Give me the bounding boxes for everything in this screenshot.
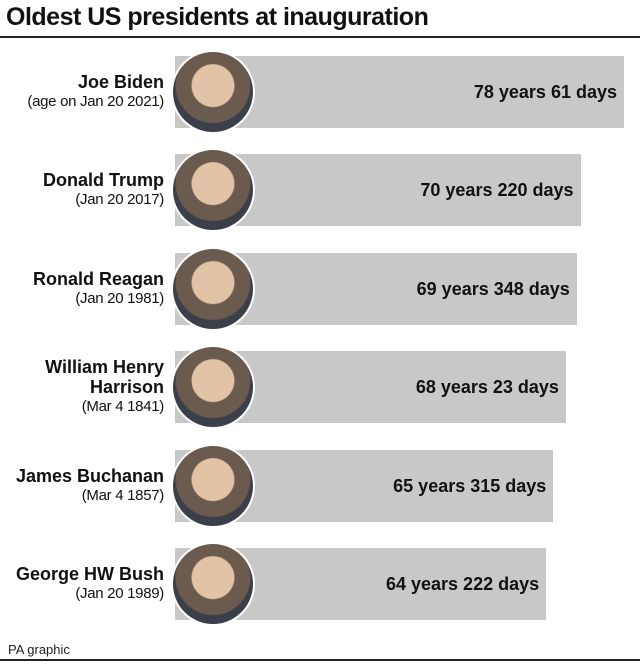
footer-rule <box>0 659 640 661</box>
president-name: Donald Trump <box>43 170 164 191</box>
president-name: George HW Bush <box>15 564 164 584</box>
value-label: 68 years 23 days <box>415 377 559 398</box>
inauguration-date: (age on Jan 20 2021) <box>27 93 164 110</box>
category-label: James Buchanan (Mar 4 1857) <box>0 466 164 506</box>
value-label: 65 years 315 days <box>393 475 547 496</box>
value-label: 70 years 220 days <box>420 180 574 201</box>
portrait <box>171 148 255 233</box>
president-name: William Henry Harrison <box>45 357 164 398</box>
title-rule <box>0 36 640 38</box>
president-name: James Buchanan <box>15 465 164 486</box>
inauguration-date: (Jan 20 1989) <box>75 585 164 602</box>
source: PA graphic <box>8 642 70 657</box>
inauguration-date: (Jan 20 1981) <box>75 289 164 307</box>
portrait <box>171 542 255 626</box>
category-label: Joe Biden (age on Jan 20 2021) <box>0 72 164 112</box>
value-label: 64 years 222 days <box>385 574 540 594</box>
portrait <box>171 50 255 134</box>
president-name: Joe Biden <box>77 72 164 92</box>
category-label: George HW Bush (Jan 20 1989) <box>0 564 164 604</box>
chart-title: Oldest US presidents at inauguration <box>6 3 429 31</box>
inauguration-date: (Jan 20 2017) <box>75 191 164 209</box>
category-label: William Henry Harrison (Mar 4 1841) <box>0 357 164 417</box>
portrait <box>171 443 255 528</box>
portrait <box>171 246 255 331</box>
value-label: 69 years 348 days <box>416 278 570 299</box>
category-label: Donald Trump (Jan 20 2017) <box>0 170 164 210</box>
value-label: 78 years 61 days <box>473 82 617 102</box>
inauguration-date: (Mar 4 1841) <box>81 398 165 416</box>
inauguration-date: (Mar 4 1857) <box>81 486 165 504</box>
president-name: Ronald Reagan <box>32 268 164 289</box>
portrait <box>171 345 255 430</box>
category-label: Ronald Reagan (Jan 20 1981) <box>0 269 164 309</box>
